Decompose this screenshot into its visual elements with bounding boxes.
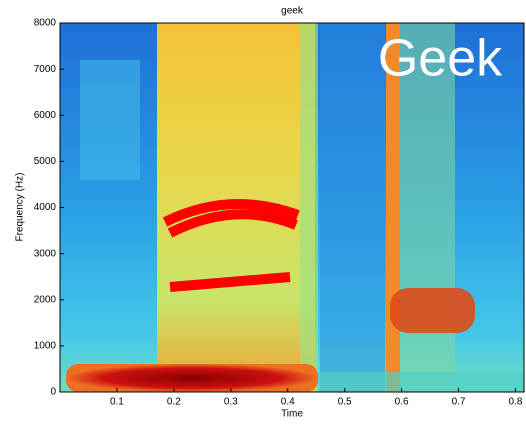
x-tick-label: 0.6 [395,397,409,408]
y-tick-label: 4000 [34,202,57,213]
y-axis-label: Frequency (Hz) [15,173,26,242]
x-tick-label: 0.4 [281,397,295,408]
x-tick-label: 0.1 [110,397,124,408]
y-tick-label: 3000 [34,248,57,259]
annotation: Geek [378,30,503,88]
y-tick-label: 6000 [34,110,57,121]
x-axis-label: Time [281,409,303,420]
x-tick-label: 0.2 [167,397,181,408]
formant-strokes [162,199,300,292]
y-tick-label: 1000 [34,341,57,352]
spectrogram-image [60,23,524,392]
y-tick-label: 8000 [34,18,57,29]
x-tick-label: 0.8 [509,397,523,408]
y-tick-label: 5000 [34,156,57,167]
y-tick-label: 7000 [34,64,57,75]
chart-title: geek [281,6,304,17]
x-tick-label: 0.5 [338,397,352,408]
x-tick-label: 0.7 [452,397,466,408]
y-tick-label: 0 [50,387,56,398]
x-tick-label: 0.3 [224,397,238,408]
y-tick-label: 2000 [34,294,57,305]
